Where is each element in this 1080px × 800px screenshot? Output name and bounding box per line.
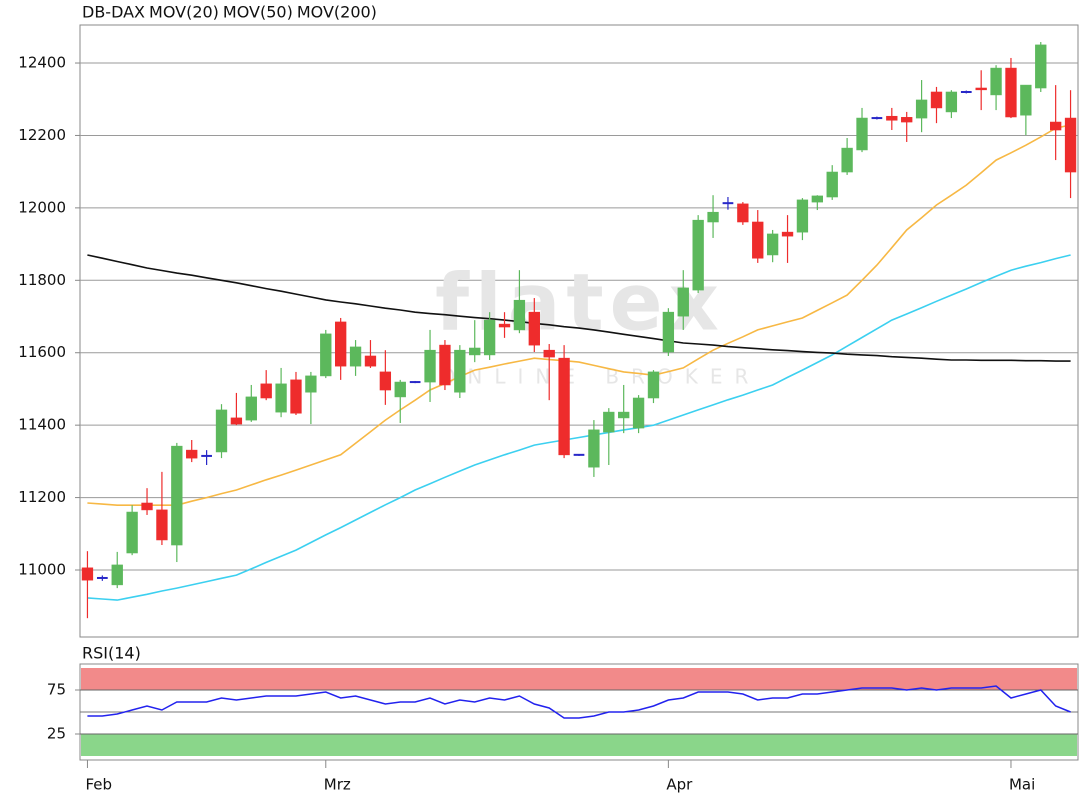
x-tick-label: Feb: [85, 776, 112, 794]
candle-body: [469, 347, 481, 356]
candle-body: [424, 349, 436, 383]
candle-body: [394, 381, 406, 398]
candle-body: [349, 346, 362, 367]
x-tick-label: Mai: [1009, 776, 1035, 794]
candle-body: [766, 233, 779, 256]
y-tick-label: 11400: [18, 416, 66, 434]
legend-entry: DB-DAX: [82, 3, 145, 22]
candle-body: [632, 397, 645, 429]
rsi-title: RSI(14): [82, 644, 141, 663]
candle-body: [230, 417, 243, 425]
candle-body: [1005, 67, 1017, 118]
y-tick-label: 11800: [18, 271, 66, 289]
moving-average: [87, 254, 1071, 601]
candle-body: [915, 99, 928, 119]
candle-body: [260, 383, 272, 399]
x-tick-label: Mrz: [324, 776, 351, 794]
candle-body: [826, 171, 838, 198]
legend-entry: MOV(50): [223, 3, 293, 22]
y-tick-label: 25: [47, 725, 66, 743]
rsi-band: [81, 668, 1077, 690]
candle-body: [1049, 121, 1062, 131]
candle-body: [1064, 117, 1077, 173]
candle-body: [111, 564, 123, 586]
y-tick-label: 75: [47, 681, 66, 699]
candle-body: [141, 502, 153, 511]
moving-average: [87, 254, 1071, 362]
candle-body: [186, 449, 198, 459]
candle-body: [483, 319, 496, 356]
candle-body: [781, 231, 794, 237]
candle-body: [126, 511, 138, 554]
candle-body: [588, 429, 600, 468]
candle-body: [603, 411, 615, 433]
rsi-line: [87, 685, 1071, 719]
candle-body: [156, 509, 168, 541]
candle-body: [707, 211, 719, 223]
candle-body: [543, 349, 555, 358]
legend-entry: MOV(200): [297, 3, 377, 22]
y-tick-label: 11600: [18, 343, 66, 361]
candle-body: [528, 311, 540, 346]
candle-body: [662, 311, 675, 353]
candle-body: [945, 91, 958, 113]
candle-body: [618, 411, 630, 419]
candle-body: [796, 199, 809, 233]
candle-body: [1020, 84, 1032, 116]
candle-body: [320, 333, 332, 377]
candle-body: [856, 117, 868, 151]
candle-body: [513, 299, 526, 331]
candle-body: [647, 371, 660, 399]
candle-body: [692, 219, 704, 291]
price-panel: [79, 24, 1079, 638]
candle-body: [454, 349, 466, 393]
candle-body: [275, 383, 287, 413]
candle-body: [975, 87, 987, 91]
y-tick-label: 11200: [18, 488, 66, 506]
candle-body: [737, 203, 749, 223]
y-tick-label: 12200: [18, 126, 66, 144]
candle-body: [990, 67, 1002, 96]
candle-body: [305, 375, 317, 393]
y-tick-label: 12400: [18, 54, 66, 72]
candle-body: [379, 371, 392, 391]
candle-body: [930, 91, 943, 109]
candle-body: [886, 115, 898, 121]
candle-body: [811, 195, 823, 203]
candle-body: [752, 221, 764, 259]
legend-entry: MOV(20): [149, 3, 219, 22]
candle-body: [841, 147, 853, 173]
watermark-sub: ONLINE BROKER: [440, 365, 761, 389]
candle-body: [439, 344, 451, 386]
candle-body: [498, 323, 511, 328]
y-tick-label: 12000: [18, 198, 66, 216]
candle-body: [1035, 44, 1047, 89]
candle-body: [677, 287, 689, 317]
candle-body: [81, 567, 94, 581]
y-tick-label: 11000: [18, 561, 66, 579]
candle-body: [215, 409, 228, 453]
candle-body: [171, 445, 183, 546]
candle-body: [335, 321, 347, 367]
moving-average: [87, 124, 1071, 506]
candle-body: [290, 379, 302, 414]
x-tick-label: Apr: [666, 776, 693, 794]
rsi-band: [81, 734, 1077, 756]
candle-body: [558, 357, 570, 456]
candle-body: [364, 355, 377, 367]
candle-body: [245, 396, 257, 421]
candle-body: [901, 117, 913, 123]
